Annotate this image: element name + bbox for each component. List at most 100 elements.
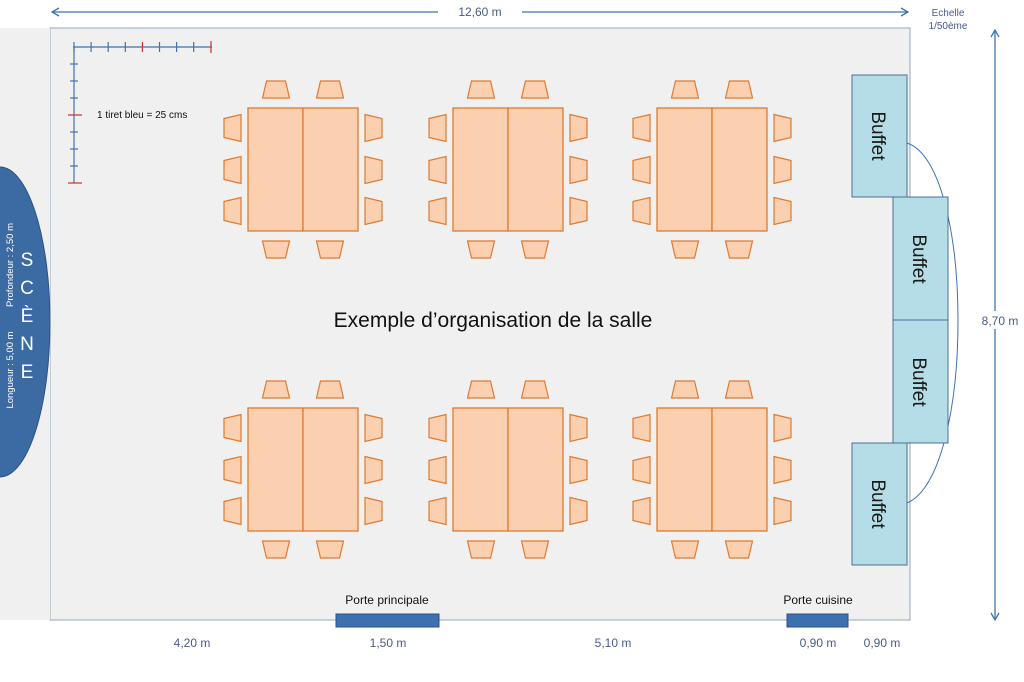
buffet-1: Buffet xyxy=(851,74,908,198)
chair xyxy=(520,80,550,99)
chair xyxy=(670,380,700,399)
chair xyxy=(724,80,754,99)
chair xyxy=(364,455,383,485)
table xyxy=(711,407,768,532)
table xyxy=(247,407,304,532)
chair xyxy=(261,80,291,99)
chair xyxy=(773,196,792,226)
chair xyxy=(364,155,383,185)
chair xyxy=(223,155,242,185)
chair xyxy=(632,155,651,185)
table-group xyxy=(632,380,792,559)
chair xyxy=(632,413,651,443)
bottom-dimension-5: 0,90 m xyxy=(864,636,901,650)
buffet-label: Buffet xyxy=(867,479,888,529)
table xyxy=(247,107,304,232)
table xyxy=(711,107,768,232)
bottom-dimension-2: 1,50 m xyxy=(370,636,407,650)
width-label: 12,60 m xyxy=(458,5,501,19)
buffet-link-curve xyxy=(906,142,959,504)
buffet-label: Buffet xyxy=(908,234,929,284)
table xyxy=(452,407,509,532)
table-group xyxy=(428,80,588,259)
stage-length-label: Longueur : 5,00 m xyxy=(5,331,16,408)
table xyxy=(507,107,564,232)
chair xyxy=(520,240,550,259)
stage-letter: N xyxy=(20,334,34,355)
chair xyxy=(261,380,291,399)
buffet-label: Buffet xyxy=(867,111,888,161)
chair xyxy=(632,113,651,143)
chair xyxy=(569,413,588,443)
chair xyxy=(261,240,291,259)
scale-ruler xyxy=(68,41,212,184)
height-label: 8,70 m xyxy=(982,314,1019,328)
chair xyxy=(569,113,588,143)
chair xyxy=(223,196,242,226)
chair xyxy=(428,196,447,226)
chair xyxy=(466,240,496,259)
chair xyxy=(773,455,792,485)
main-door-label: Porte principale xyxy=(345,593,429,607)
table xyxy=(656,407,713,532)
chair xyxy=(670,540,700,559)
chair xyxy=(520,380,550,399)
table xyxy=(452,107,509,232)
stage-letter: È xyxy=(21,306,34,327)
chair xyxy=(569,155,588,185)
bottom-dimension-3: 5,10 m xyxy=(595,636,632,650)
chair xyxy=(466,80,496,99)
chair xyxy=(773,413,792,443)
chair xyxy=(223,455,242,485)
kitchen-door-label: Porte cuisine xyxy=(783,593,853,607)
chair xyxy=(466,380,496,399)
chair xyxy=(773,496,792,526)
stage xyxy=(0,166,51,478)
chair xyxy=(724,240,754,259)
chair xyxy=(315,240,345,259)
chair xyxy=(632,496,651,526)
chair xyxy=(466,540,496,559)
buffet-3: Buffet xyxy=(892,319,949,444)
ruler-note: 1 tiret bleu = 25 cms xyxy=(97,110,187,121)
buffet-label: Buffet xyxy=(908,357,929,407)
chair xyxy=(428,455,447,485)
buffet-4: Buffet xyxy=(851,442,908,566)
table-group xyxy=(223,380,383,559)
chair xyxy=(315,540,345,559)
chair xyxy=(315,380,345,399)
main-door xyxy=(335,613,440,628)
chair xyxy=(428,496,447,526)
chair xyxy=(773,113,792,143)
stage-title: S C È N E xyxy=(20,250,34,383)
height-label-bg xyxy=(975,311,1021,329)
scale-label-line2: 1/50ème xyxy=(929,21,968,32)
chair xyxy=(223,413,242,443)
chair xyxy=(223,496,242,526)
chair xyxy=(364,113,383,143)
table-group xyxy=(428,380,588,559)
chair xyxy=(261,540,291,559)
chair xyxy=(632,196,651,226)
table-layout xyxy=(223,80,792,559)
bottom-dimension-1: 4,20 m xyxy=(174,636,211,650)
chair xyxy=(569,196,588,226)
chair xyxy=(428,113,447,143)
bottom-dimension-4: 0,90 m xyxy=(800,636,837,650)
stage-depth-label: Profondeur : 2,50 m xyxy=(5,223,16,307)
table xyxy=(656,107,713,232)
stage-letter: E xyxy=(21,362,34,383)
table-group xyxy=(223,80,383,259)
chair xyxy=(670,80,700,99)
chair xyxy=(428,413,447,443)
chair xyxy=(315,80,345,99)
chair xyxy=(569,455,588,485)
chair xyxy=(428,155,447,185)
chair xyxy=(364,496,383,526)
scale-label-line1: Echelle xyxy=(932,8,965,19)
chair xyxy=(223,113,242,143)
chair xyxy=(632,455,651,485)
chair xyxy=(520,540,550,559)
chair xyxy=(724,540,754,559)
